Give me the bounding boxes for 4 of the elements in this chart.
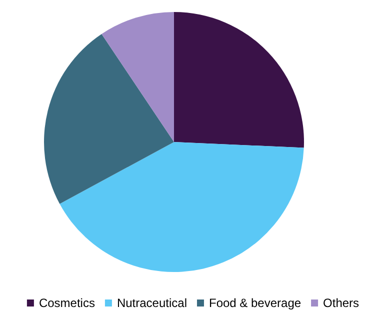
legend-label: Cosmetics: [38, 296, 95, 310]
legend-label: Nutraceutical: [116, 296, 187, 310]
legend-label: Others: [323, 296, 360, 310]
legend-label: Food & beverage: [208, 296, 302, 310]
